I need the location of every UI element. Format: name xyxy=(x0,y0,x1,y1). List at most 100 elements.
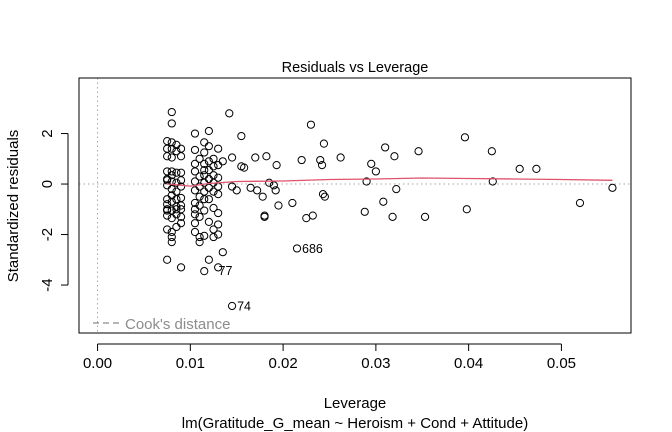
data-point xyxy=(272,161,281,170)
data-point xyxy=(163,255,172,264)
data-point xyxy=(225,109,234,118)
data-point xyxy=(204,157,213,166)
data-point xyxy=(176,219,186,228)
data-point xyxy=(190,210,200,219)
annotations: 74 77 686 Cook's distance xyxy=(93,242,323,333)
data-point xyxy=(258,192,267,201)
data-point xyxy=(176,176,186,185)
data-point xyxy=(367,159,376,168)
data-point xyxy=(371,167,380,176)
data-point xyxy=(320,192,329,201)
x-tick-label: 0.01 xyxy=(176,355,205,372)
data-point xyxy=(575,198,585,208)
data-point xyxy=(204,174,213,184)
data-point xyxy=(209,232,218,242)
data-point xyxy=(218,248,227,257)
data-point xyxy=(306,120,316,129)
x-tick-label: 0.03 xyxy=(361,355,390,372)
data-point xyxy=(204,255,213,264)
data-point xyxy=(167,167,176,176)
data-point xyxy=(176,263,186,272)
data-point xyxy=(204,126,213,136)
data-point xyxy=(271,186,280,195)
x-tick-label: 0.05 xyxy=(547,355,576,372)
data-point xyxy=(190,186,200,195)
plot-area: 0.00 0.01 0.02 0.03 0.04 0.05 -4 -2 0 2 xyxy=(39,77,632,372)
data-point xyxy=(204,142,213,151)
data-point xyxy=(200,148,209,157)
data-point xyxy=(214,220,223,229)
data-point xyxy=(214,173,223,182)
data-point xyxy=(392,184,401,194)
data-point xyxy=(488,177,497,186)
data-point xyxy=(388,212,397,221)
data-point xyxy=(167,197,176,206)
data-point xyxy=(209,162,218,171)
y-tick-label: 0 xyxy=(39,180,56,188)
data-point xyxy=(195,154,204,163)
data-point xyxy=(360,207,369,216)
data-point xyxy=(420,212,430,221)
data-point xyxy=(195,232,204,242)
x-tick-label: 0.00 xyxy=(83,355,112,372)
data-point xyxy=(167,138,176,147)
data-point xyxy=(232,186,241,195)
data-point xyxy=(262,152,271,161)
y-tick-label: -4 xyxy=(39,278,56,291)
data-point xyxy=(200,267,209,276)
point-label-77: 77 xyxy=(219,264,233,278)
point-label-74: 74 xyxy=(237,299,251,313)
data-point xyxy=(190,129,200,138)
data-point xyxy=(200,166,209,175)
data-point xyxy=(237,131,246,141)
data-point xyxy=(487,147,496,156)
data-point xyxy=(260,211,269,220)
data-point xyxy=(167,227,176,237)
data-point xyxy=(292,244,302,253)
data-point xyxy=(167,232,176,242)
data-point xyxy=(190,227,200,237)
data-point xyxy=(167,153,176,162)
y-tick-label: -2 xyxy=(39,228,56,241)
data-point xyxy=(163,206,172,215)
data-point xyxy=(200,206,209,215)
data-point xyxy=(460,133,470,142)
data-point xyxy=(240,163,249,172)
data-point xyxy=(200,159,209,168)
y-axis-label: Standardized residuals xyxy=(5,130,22,283)
data-point xyxy=(288,198,297,208)
data-point xyxy=(167,238,176,247)
data-point xyxy=(172,222,181,232)
data-point xyxy=(190,145,200,155)
data-point xyxy=(167,206,176,215)
data-point xyxy=(317,161,327,170)
data-point xyxy=(195,238,204,247)
data-point xyxy=(227,153,237,162)
data-point xyxy=(200,187,209,196)
data-point xyxy=(265,178,274,187)
data-point xyxy=(214,161,223,170)
data-point xyxy=(362,177,371,186)
data-point xyxy=(608,183,617,192)
data-point xyxy=(251,153,260,162)
data-point xyxy=(167,107,176,117)
data-point xyxy=(195,212,204,221)
data-point xyxy=(381,143,390,152)
data-point xyxy=(214,182,223,191)
data-point xyxy=(172,210,181,219)
data-point xyxy=(200,195,209,204)
data-point xyxy=(218,157,227,166)
smoothed-trend-line xyxy=(167,177,613,187)
data-point xyxy=(176,212,186,221)
data-point xyxy=(190,198,200,208)
cooks-distance-legend-label: Cook's distance xyxy=(125,316,230,333)
data-point xyxy=(200,138,209,147)
data-point xyxy=(390,152,399,161)
data-point xyxy=(532,164,541,173)
data-point xyxy=(204,195,213,204)
data-point xyxy=(172,168,181,177)
data-point xyxy=(318,190,328,199)
data-point xyxy=(414,147,423,156)
data-point xyxy=(227,301,237,311)
